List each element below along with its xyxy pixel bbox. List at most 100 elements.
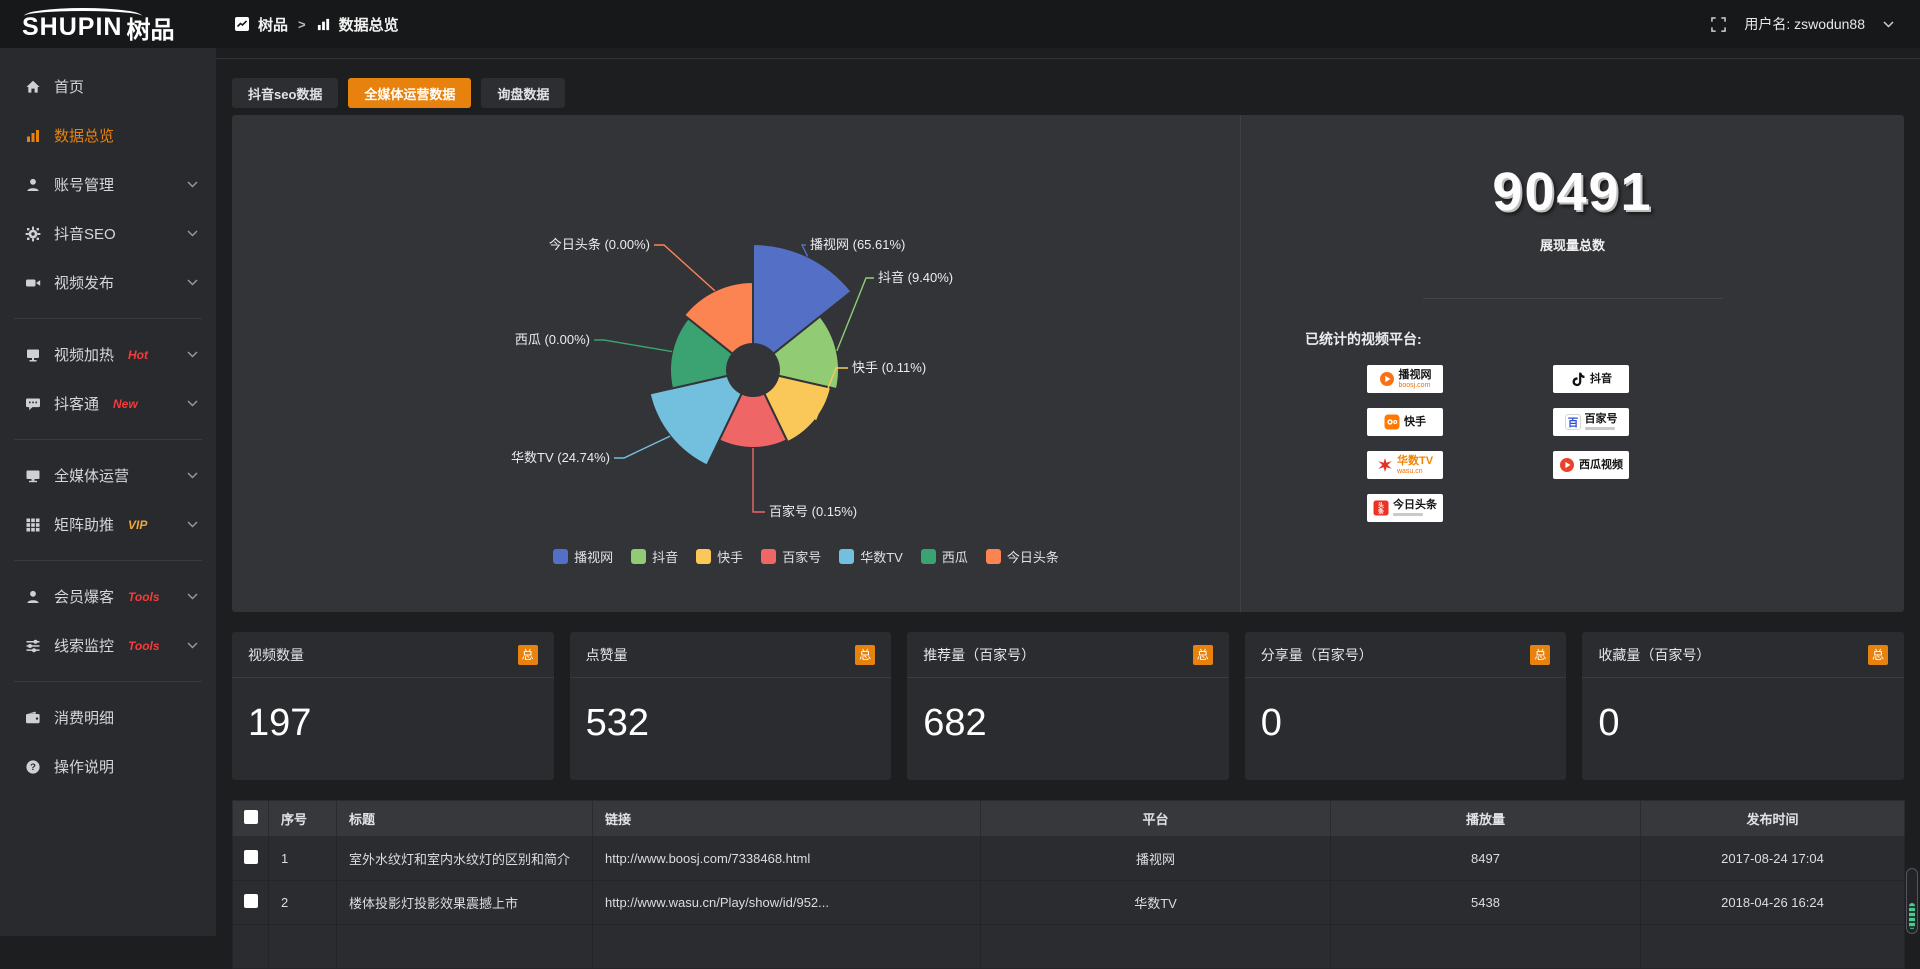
baijiahao-logo: 百 [1565,414,1581,430]
chevron-down-icon[interactable] [1883,21,1894,28]
column-header-3: 链接 [593,801,981,837]
platform-badge-今日头条[interactable]: 头条今日头条 [1367,494,1443,522]
legend-label: 华数TV [860,547,903,566]
sidebar-item-1[interactable]: 数据总览 [0,111,216,160]
kuaishou-logo [1384,414,1400,430]
tab-2[interactable]: 询盘数据 [481,78,565,108]
chevron-down-icon[interactable] [187,230,198,237]
legend-item-西瓜[interactable]: 西瓜 [921,547,968,566]
platform-badge-百家号[interactable]: 百百家号 [1553,408,1629,436]
legend-item-播视网[interactable]: 播视网 [553,547,613,566]
select-all-header [233,801,269,837]
total-impressions-label: 展现量总数 [1241,235,1904,254]
cell-title[interactable]: 室外水纹灯和室内水纹灯的区别和简介 [337,837,593,881]
pie-label-line [753,448,765,512]
sidebar-item-3[interactable]: 抖音SEO [0,209,216,258]
fullscreen-icon[interactable] [1711,17,1726,32]
platform-badge-抖音[interactable]: 抖音 [1553,365,1629,393]
stat-card-header: 点赞量总 [570,632,892,678]
stat-card-title: 推荐量（百家号） [923,645,1035,665]
boosj-logo [1379,371,1395,387]
chevron-down-icon[interactable] [187,593,198,600]
platform-name: 华数TV [1397,456,1433,467]
sidebar-item-2[interactable]: 账号管理 [0,160,216,209]
sidebar-item-label: 矩阵助推 [54,514,114,535]
column-header-1: 序号 [269,801,337,837]
cell-link[interactable]: http://www.boosj.com/7338468.html [593,837,981,881]
monitor-icon [24,468,42,484]
legend-swatch [696,549,711,564]
sidebar-item-label: 操作说明 [54,756,114,777]
total-badge[interactable]: 总 [518,645,538,665]
total-badge[interactable]: 总 [1530,645,1550,665]
menu-badge: Tools [128,590,160,604]
chevron-down-icon[interactable] [187,351,198,358]
total-badge[interactable]: 总 [1193,645,1213,665]
svg-text:?: ? [30,762,36,773]
total-badge[interactable]: 总 [855,645,875,665]
legend-swatch [631,549,646,564]
sidebar-item-11[interactable]: 消费明细 [0,693,216,742]
bar-chart-icon [24,128,42,144]
sidebar-item-12[interactable]: ? 操作说明 [0,742,216,791]
cell-published: 2018-04-26 16:24 [1641,881,1905,925]
scrollbar[interactable] [1906,868,1918,934]
breadcrumb-item-current[interactable]: 数据总览 [339,14,399,35]
chevron-down-icon[interactable] [187,400,198,407]
wasu-logo [1377,457,1393,473]
legend-swatch [553,549,568,564]
username-label[interactable]: 用户名: zswodun88 [1744,14,1865,34]
sidebar-item-4[interactable]: 视频发布 [0,258,216,307]
table-row-partial [233,925,1905,969]
chevron-down-icon[interactable] [187,279,198,286]
sidebar-item-7[interactable]: 全媒体运营 [0,451,216,500]
stat-card-header: 视频数量总 [232,632,554,678]
sidebar-divider [14,560,202,561]
platform-badge-西瓜视频[interactable]: 西瓜视频 [1553,451,1629,479]
row-checkbox[interactable] [244,894,258,908]
tab-0[interactable]: 抖音seo数据 [232,78,338,108]
rose-pie-chart[interactable]: 播视网 (65.61%)抖音 (9.40%)快手 (0.11%)百家号 (0.1… [232,115,1240,612]
cell-platform: 华数TV [981,881,1331,925]
scrollbar-thumb[interactable] [1909,903,1915,929]
cell-title[interactable]: 楼体投影灯投影效果震撼上市 [337,881,593,925]
stat-card-value: 532 [570,678,892,745]
pie-slice-华数TV[interactable] [650,376,742,466]
cell-plays: 5438 [1331,881,1641,925]
chevron-down-icon[interactable] [187,472,198,479]
pie-label: 百家号 (0.15%) [769,504,857,519]
breadcrumb-item-home[interactable]: 树品 [258,14,288,35]
legend-item-抖音[interactable]: 抖音 [631,547,678,566]
row-checkbox[interactable] [244,850,258,864]
stat-card-header: 推荐量（百家号） 总 [907,632,1229,678]
legend-item-华数TV[interactable]: 华数TV [839,547,903,566]
overview-chart-panel: 播视网 (65.61%)抖音 (9.40%)快手 (0.11%)百家号 (0.1… [232,115,1904,612]
legend-item-今日头条[interactable]: 今日头条 [986,547,1059,566]
cell-link[interactable]: http://www.wasu.cn/Play/show/id/952... [593,881,981,925]
legend-item-快手[interactable]: 快手 [696,547,743,566]
app-logo[interactable]: SHUPIN 树品 [0,4,216,45]
tab-1[interactable]: 全媒体运营数据 [348,78,471,108]
chevron-down-icon[interactable] [187,181,198,188]
total-badge[interactable]: 总 [1868,645,1888,665]
chart-line-box-icon [234,16,250,32]
legend-label: 快手 [717,547,743,566]
chevron-down-icon[interactable] [187,521,198,528]
legend-item-百家号[interactable]: 百家号 [761,547,821,566]
chevron-down-icon[interactable] [187,642,198,649]
select-all-checkbox[interactable] [244,810,258,824]
sidebar-item-0[interactable]: 首页 [0,62,216,111]
platform-badge-快手[interactable]: 快手 [1367,408,1443,436]
sidebar-item-label: 全媒体运营 [54,465,129,486]
user-icon [24,177,42,193]
